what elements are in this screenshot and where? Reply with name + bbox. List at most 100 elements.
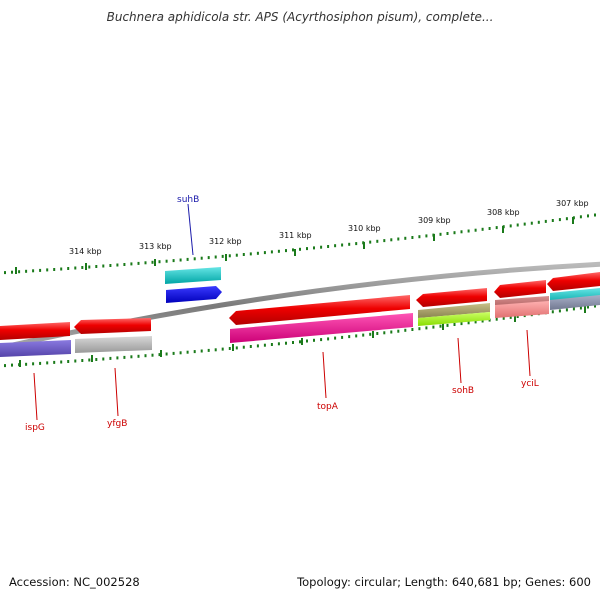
minor-tick — [256, 251, 259, 255]
minor-tick — [495, 317, 498, 321]
minor-tick — [446, 323, 449, 327]
minor-tick — [221, 254, 224, 258]
minor-tick — [4, 271, 6, 275]
minor-tick — [418, 235, 421, 239]
minor-tick — [207, 348, 210, 352]
minor-tick — [383, 239, 386, 243]
gene-label-yciL[interactable]: yciL — [521, 379, 539, 389]
minor-tick — [425, 234, 428, 238]
minor-tick — [81, 359, 84, 362]
minor-tick — [383, 331, 386, 335]
minor-tick — [32, 362, 35, 366]
minor-tick — [137, 261, 140, 265]
minor-tick — [446, 232, 449, 235]
minor-tick — [516, 223, 519, 227]
minor-tick — [594, 304, 596, 308]
gene-label-topA[interactable]: topA — [317, 402, 339, 412]
minor-tick — [474, 320, 477, 324]
gene-feature-right-slate[interactable] — [550, 295, 600, 310]
minor-tick — [432, 325, 435, 329]
minor-tick — [460, 322, 463, 326]
minor-tick — [95, 265, 98, 268]
minor-tick — [25, 362, 28, 366]
minor-tick — [137, 354, 140, 358]
minor-tick — [369, 332, 372, 336]
minor-tick — [249, 345, 252, 348]
minor-tick — [404, 236, 407, 240]
minor-tick — [313, 338, 315, 342]
gene-feature-yfgB[interactable] — [74, 318, 151, 334]
gene-feature-sohB[interactable] — [416, 288, 487, 307]
minor-tick — [67, 267, 70, 270]
gene-label-ispG[interactable]: ispG — [25, 423, 45, 433]
accession-text: Accession: NC_002528 — [9, 575, 140, 589]
minor-tick — [551, 219, 554, 222]
minor-tick — [558, 218, 561, 222]
minor-tick — [74, 266, 77, 270]
minor-tick — [235, 346, 238, 350]
minor-tick — [397, 329, 400, 333]
minor-tick — [60, 360, 63, 364]
minor-tick — [74, 359, 77, 363]
minor-tick — [495, 226, 498, 230]
gene-feature-suhB-cyan[interactable] — [165, 267, 221, 284]
minor-tick — [327, 337, 330, 341]
gene-feature-topA[interactable] — [229, 295, 410, 325]
minor-tick — [172, 259, 175, 263]
minor-tick — [376, 239, 379, 243]
minor-tick — [277, 249, 280, 253]
minor-tick — [46, 361, 49, 365]
minor-tick — [453, 231, 456, 235]
minor-tick — [249, 252, 252, 256]
gene-feature-suhB[interactable] — [166, 286, 222, 303]
connector-yfgB — [114, 367, 119, 417]
minor-tick — [488, 318, 491, 322]
minor-tick — [509, 224, 512, 228]
minor-tick — [411, 236, 414, 239]
gene-feature-topA-magenta[interactable] — [230, 313, 413, 343]
minor-tick — [60, 267, 63, 271]
minor-tick — [165, 352, 168, 356]
gene-feature-yciL[interactable] — [494, 280, 546, 298]
gene-label-suhB[interactable]: suhB — [177, 195, 199, 205]
gene-feature-sohB-lime[interactable] — [418, 312, 490, 326]
minor-tick — [587, 214, 589, 218]
minor-tick — [81, 266, 84, 269]
minor-tick — [214, 255, 217, 259]
gene-feature-ispG[interactable] — [0, 322, 70, 340]
minor-tick — [221, 347, 224, 351]
minor-tick — [123, 263, 126, 266]
minor-tick — [579, 215, 582, 219]
gene-feature-yfgB-gray[interactable] — [75, 336, 152, 353]
major-ticks-inner — [19, 306, 586, 367]
minor-tick — [369, 240, 372, 244]
minor-tick — [39, 361, 42, 365]
minor-tick — [207, 256, 210, 260]
scale-label-314: 314 kbp — [69, 247, 102, 256]
minor-tick — [158, 260, 161, 264]
gene-label-sohB[interactable]: sohB — [452, 386, 474, 396]
minor-tick — [355, 242, 358, 246]
minor-tick — [172, 351, 175, 355]
scale-label-308: 308 kbp — [487, 208, 520, 217]
connector-sohB — [457, 337, 462, 384]
gene-feature-yciL-light[interactable] — [495, 301, 549, 318]
minor-tick — [144, 354, 147, 358]
gene-label-yfgB[interactable]: yfgB — [107, 419, 127, 429]
reverse-strand-features — [0, 272, 600, 357]
scale-dots-outer — [4, 213, 596, 275]
gene-feature-sohB-olive[interactable] — [418, 303, 490, 318]
gene-feature-right-red[interactable] — [547, 272, 600, 291]
minor-tick — [355, 334, 358, 338]
minor-tick — [544, 219, 547, 223]
connector-ispG — [33, 372, 38, 421]
minor-tick — [179, 351, 182, 355]
minor-tick — [404, 328, 407, 332]
minor-tick — [551, 310, 554, 314]
gene-feature-ispG-purple[interactable] — [0, 340, 71, 357]
topology-summary: Topology: circular; Length: 640,681 bp; … — [297, 575, 591, 589]
minor-tick — [102, 264, 105, 268]
minor-tick — [214, 348, 217, 352]
minor-tick — [95, 358, 98, 361]
